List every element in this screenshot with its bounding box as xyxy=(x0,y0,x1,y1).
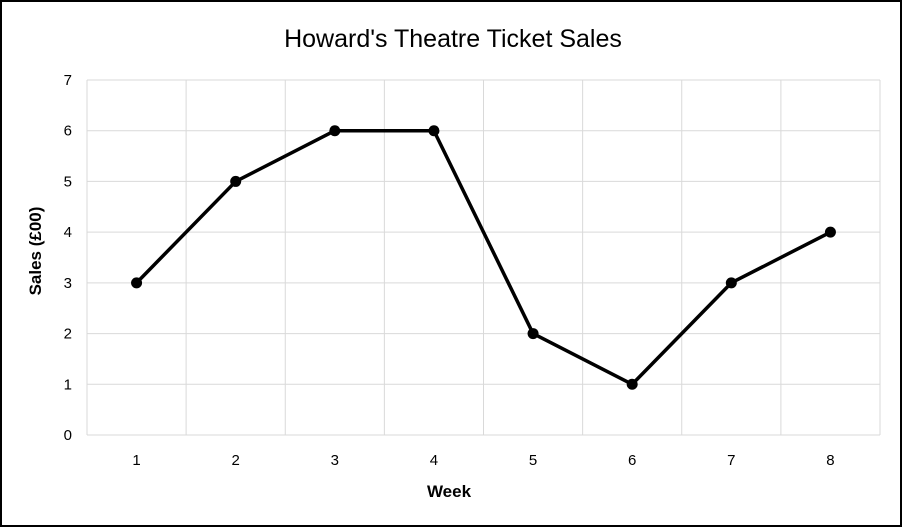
chart-title: Howard's Theatre Ticket Sales xyxy=(284,25,622,53)
x-tick-label: 4 xyxy=(430,452,438,469)
data-point xyxy=(131,277,143,289)
tick-labels: 0 1 2 3 4 5 6 7 1 2 3 4 5 6 7 8 xyxy=(64,72,835,469)
x-tick-label: 2 xyxy=(232,452,240,469)
x-tick-label: 1 xyxy=(132,452,140,469)
y-tick-label: 6 xyxy=(64,123,72,140)
x-axis-label: Week xyxy=(427,482,472,501)
y-tick-label: 3 xyxy=(64,275,72,292)
y-tick-label: 4 xyxy=(64,224,72,241)
x-tick-label: 8 xyxy=(826,452,834,469)
data-point xyxy=(725,277,737,289)
x-tick-label: 6 xyxy=(628,452,636,469)
data-point xyxy=(626,378,638,390)
data-point xyxy=(329,125,341,137)
y-tick-label: 0 xyxy=(64,427,72,444)
y-tick-label: 5 xyxy=(64,173,72,190)
x-tick-label: 7 xyxy=(727,452,735,469)
y-tick-label: 7 xyxy=(64,72,72,89)
x-tick-label: 3 xyxy=(331,452,339,469)
series-line xyxy=(135,128,832,387)
data-point xyxy=(428,125,440,137)
data-point xyxy=(824,226,836,238)
series xyxy=(131,125,836,390)
y-axis-label: Sales (£00) xyxy=(26,207,45,296)
x-tick-label: 5 xyxy=(529,452,537,469)
grid xyxy=(86,79,881,436)
y-tick-label: 1 xyxy=(64,376,72,393)
y-tick-label: 2 xyxy=(64,326,72,343)
data-point xyxy=(230,175,242,187)
data-point xyxy=(527,328,539,340)
